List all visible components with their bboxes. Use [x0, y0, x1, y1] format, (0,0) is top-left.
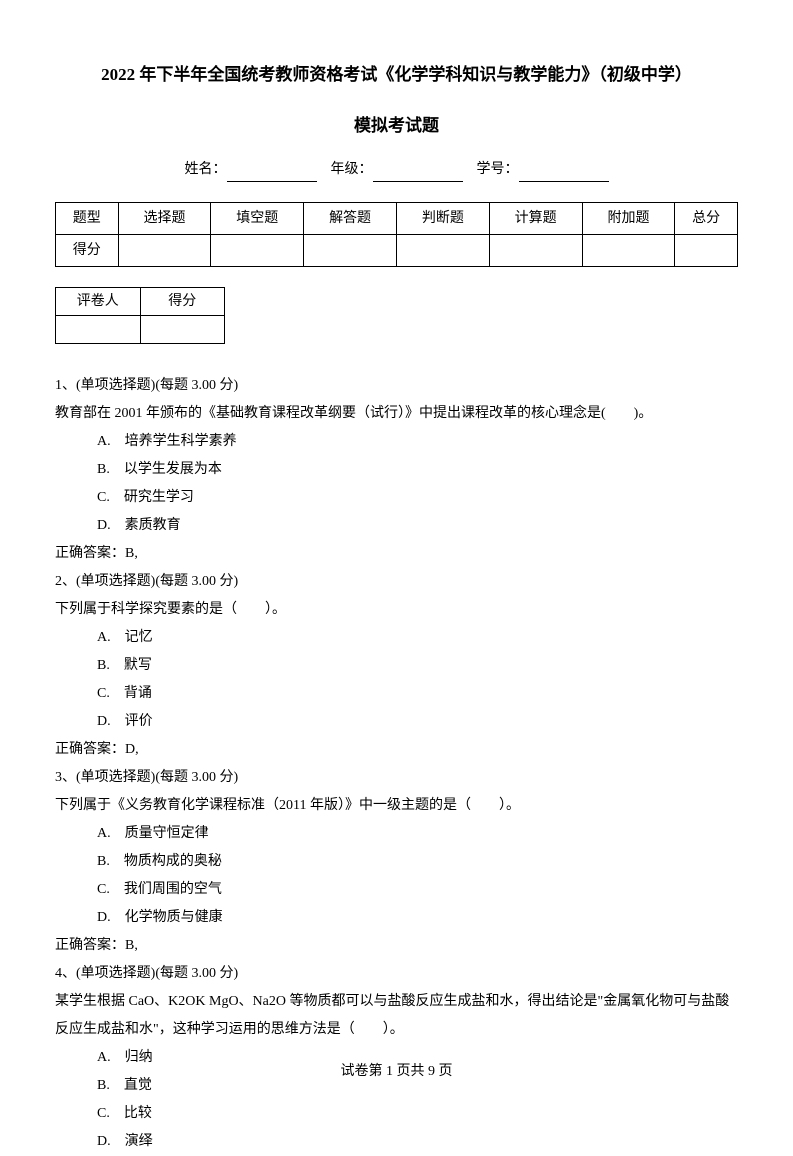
header-cell: 总分	[675, 203, 738, 235]
option-d: D. 素质教育	[55, 512, 738, 540]
header-cell: 附加题	[582, 203, 675, 235]
header-cell: 计算题	[489, 203, 582, 235]
header-cell: 填空题	[211, 203, 304, 235]
grade-label: 年级：	[331, 162, 373, 177]
option-a: A. 记忆	[55, 624, 738, 652]
option-a: A. 质量守恒定律	[55, 820, 738, 848]
option-b: B. 物质构成的奥秘	[55, 848, 738, 876]
option-d: D. 化学物质与健康	[55, 904, 738, 932]
answer: 正确答案：B,	[55, 540, 738, 568]
option-c: C. 我们周围的空气	[55, 876, 738, 904]
student-info-line: 姓名： 年级： 学号：	[55, 157, 738, 182]
score-cell	[582, 235, 675, 267]
score-cell	[211, 235, 304, 267]
option-c: C. 背诵	[55, 680, 738, 708]
question-1: 1、(单项选择题)(每题 3.00 分) 教育部在 2001 年颁布的《基础教育…	[55, 372, 738, 568]
question-type: (单项选择题)(每题 3.00 分)	[76, 574, 238, 589]
grader-value-row	[56, 316, 225, 344]
option-c: C. 研究生学习	[55, 484, 738, 512]
score-cell	[675, 235, 738, 267]
option-b: B. 默写	[55, 652, 738, 680]
option-c: C. 比较	[55, 1100, 738, 1128]
answer: 正确答案：D,	[55, 736, 738, 764]
page-footer: 试卷第 1 页共 9 页	[0, 1059, 793, 1084]
header-cell: 题型	[56, 203, 119, 235]
grader-table: 评卷人 得分	[55, 287, 225, 344]
document-subtitle: 模拟考试题	[55, 111, 738, 142]
question-stem: 教育部在 2001 年颁布的《基础教育课程改革纲要（试行）》中提出课程改革的核心…	[55, 400, 738, 428]
grader-header-row: 评卷人 得分	[56, 288, 225, 316]
grader-score-value	[140, 316, 225, 344]
question-header: 4、(单项选择题)(每题 3.00 分)	[55, 960, 738, 988]
document-title: 2022 年下半年全国统考教师资格考试《化学学科知识与教学能力》（初级中学）	[55, 60, 738, 91]
question-type: (单项选择题)(每题 3.00 分)	[76, 770, 238, 785]
score-type-table: 题型 选择题 填空题 解答题 判断题 计算题 附加题 总分 得分	[55, 202, 738, 267]
grade-blank	[373, 166, 463, 183]
score-cell	[396, 235, 489, 267]
name-label: 姓名：	[185, 162, 227, 177]
option-b: B. 以学生发展为本	[55, 456, 738, 484]
question-stem: 下列属于科学探究要素的是（ ）。	[55, 596, 738, 624]
question-number: 3、	[55, 770, 76, 785]
grader-label: 评卷人	[56, 288, 141, 316]
header-cell: 解答题	[304, 203, 397, 235]
table-header-row: 题型 选择题 填空题 解答题 判断题 计算题 附加题 总分	[56, 203, 738, 235]
name-blank	[227, 166, 317, 183]
question-number: 4、	[55, 966, 76, 981]
option-d: D. 评价	[55, 708, 738, 736]
question-header: 2、(单项选择题)(每题 3.00 分)	[55, 568, 738, 596]
score-cell	[118, 235, 211, 267]
student-id-blank	[519, 166, 609, 183]
grader-score-label: 得分	[140, 288, 225, 316]
question-stem: 下列属于《义务教育化学课程标准（2011 年版）》中一级主题的是（ ）。	[55, 792, 738, 820]
score-cell	[304, 235, 397, 267]
grader-value	[56, 316, 141, 344]
question-3: 3、(单项选择题)(每题 3.00 分) 下列属于《义务教育化学课程标准（201…	[55, 764, 738, 960]
questions-container: 1、(单项选择题)(每题 3.00 分) 教育部在 2001 年颁布的《基础教育…	[55, 372, 738, 1156]
question-type: (单项选择题)(每题 3.00 分)	[76, 966, 238, 981]
header-cell: 判断题	[396, 203, 489, 235]
question-type: (单项选择题)(每题 3.00 分)	[76, 378, 238, 393]
question-stem: 某学生根据 CaO、K2OK MgO、Na2O 等物质都可以与盐酸反应生成盐和水…	[55, 988, 738, 1044]
table-score-row: 得分	[56, 235, 738, 267]
option-a: A. 培养学生科学素养	[55, 428, 738, 456]
question-number: 1、	[55, 378, 76, 393]
question-number: 2、	[55, 574, 76, 589]
question-header: 1、(单项选择题)(每题 3.00 分)	[55, 372, 738, 400]
header-cell: 选择题	[118, 203, 211, 235]
question-header: 3、(单项选择题)(每题 3.00 分)	[55, 764, 738, 792]
student-id-label: 学号：	[477, 162, 519, 177]
question-2: 2、(单项选择题)(每题 3.00 分) 下列属于科学探究要素的是（ ）。 A.…	[55, 568, 738, 764]
option-d: D. 演绎	[55, 1128, 738, 1156]
answer: 正确答案：B,	[55, 932, 738, 960]
score-row-label: 得分	[56, 235, 119, 267]
score-cell	[489, 235, 582, 267]
